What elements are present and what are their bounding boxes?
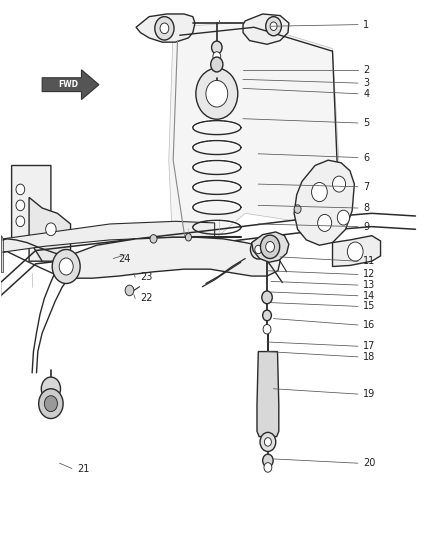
Circle shape (16, 216, 25, 227)
Circle shape (150, 235, 157, 243)
Circle shape (212, 41, 222, 54)
Polygon shape (332, 236, 381, 266)
Circle shape (44, 395, 57, 411)
Circle shape (52, 249, 80, 284)
Circle shape (261, 235, 280, 259)
Circle shape (196, 68, 238, 119)
Circle shape (59, 258, 73, 275)
Circle shape (155, 17, 174, 40)
Text: 3: 3 (363, 78, 369, 88)
Circle shape (337, 210, 350, 225)
Polygon shape (243, 14, 289, 44)
Text: 14: 14 (363, 290, 375, 301)
Polygon shape (12, 165, 51, 261)
Text: FWD: FWD (58, 80, 78, 89)
Polygon shape (3, 221, 215, 252)
Text: 5: 5 (363, 118, 369, 128)
Circle shape (41, 377, 60, 400)
Text: 12: 12 (363, 270, 375, 279)
Text: 22: 22 (141, 293, 153, 303)
Circle shape (262, 291, 272, 304)
Circle shape (263, 325, 271, 334)
Text: 2: 2 (363, 65, 369, 75)
Circle shape (16, 184, 25, 195)
Circle shape (185, 233, 191, 241)
Circle shape (251, 240, 266, 259)
Circle shape (318, 214, 332, 231)
Circle shape (270, 22, 277, 30)
Text: 4: 4 (363, 88, 369, 99)
Text: 13: 13 (363, 280, 375, 290)
Circle shape (255, 245, 262, 254)
Text: 7: 7 (363, 182, 369, 192)
Text: 6: 6 (363, 152, 369, 163)
Circle shape (46, 223, 56, 236)
Circle shape (206, 80, 228, 107)
Text: 19: 19 (363, 389, 375, 399)
Polygon shape (55, 237, 280, 278)
Polygon shape (1, 235, 3, 272)
Circle shape (160, 23, 169, 34)
Text: 17: 17 (363, 341, 375, 351)
Circle shape (266, 241, 275, 252)
Circle shape (294, 205, 301, 213)
Text: 20: 20 (363, 458, 375, 468)
Circle shape (311, 182, 327, 201)
Polygon shape (42, 70, 99, 100)
Circle shape (39, 389, 63, 418)
Circle shape (125, 285, 134, 296)
Polygon shape (294, 160, 354, 245)
Text: 11: 11 (363, 256, 375, 266)
Circle shape (332, 176, 346, 192)
Text: 8: 8 (363, 203, 369, 213)
Circle shape (211, 57, 223, 72)
Text: 15: 15 (363, 301, 375, 311)
Polygon shape (29, 197, 71, 261)
Circle shape (263, 310, 272, 321)
Text: 9: 9 (363, 222, 369, 232)
Circle shape (264, 463, 272, 472)
Circle shape (263, 454, 273, 467)
Text: 21: 21 (77, 464, 89, 473)
Circle shape (213, 52, 221, 61)
Text: 1: 1 (363, 20, 369, 30)
Text: 16: 16 (363, 320, 375, 330)
Circle shape (266, 17, 282, 36)
Text: 18: 18 (363, 352, 375, 362)
Polygon shape (169, 22, 341, 261)
Circle shape (16, 200, 25, 211)
Circle shape (347, 242, 363, 261)
Circle shape (260, 432, 276, 451)
Text: 23: 23 (141, 272, 153, 282)
Text: 24: 24 (119, 254, 131, 263)
Polygon shape (257, 352, 279, 437)
Circle shape (265, 438, 272, 446)
Polygon shape (136, 14, 195, 42)
Polygon shape (252, 232, 289, 262)
